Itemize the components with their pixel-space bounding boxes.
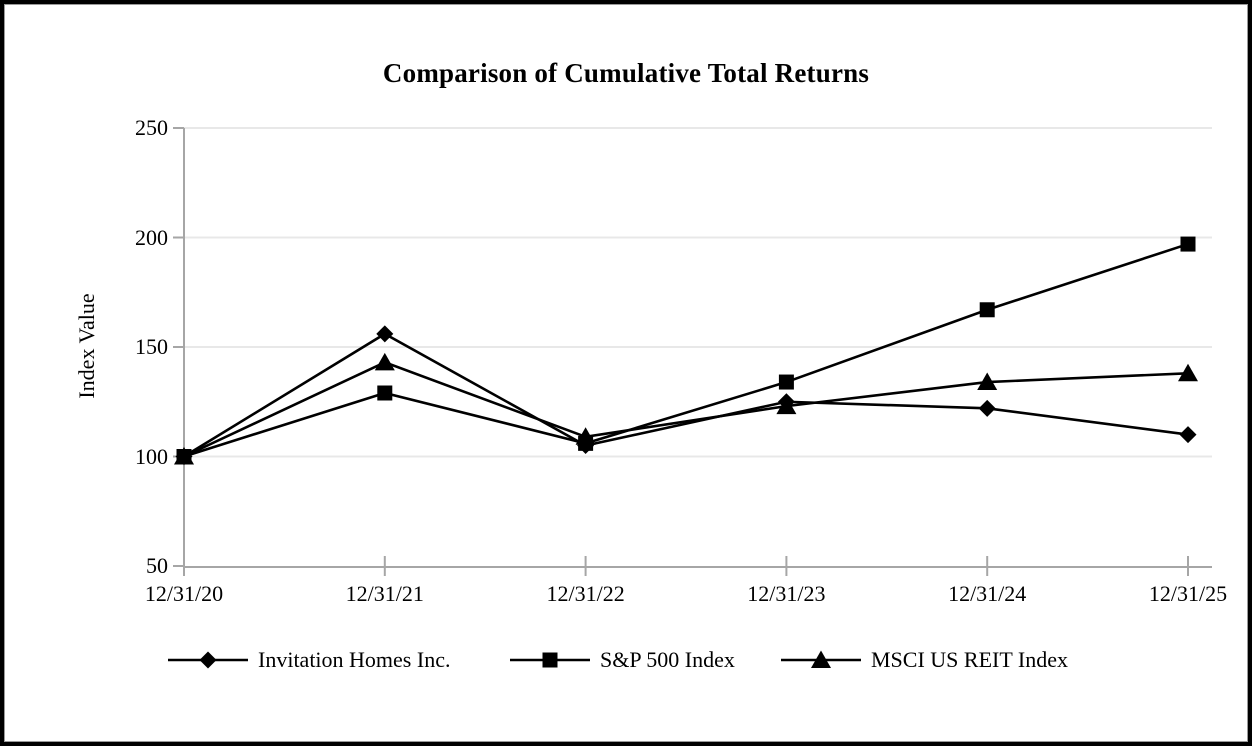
series-1-marker-square	[1180, 236, 1196, 252]
legend-item-1: S&P 500 Index	[510, 644, 735, 676]
series-line-2	[183, 360, 1189, 458]
x-tick-label: 12/31/23	[747, 581, 826, 606]
chart-title: Comparison of Cumulative Total Returns	[382, 58, 870, 88]
series-0-marker-diamond	[376, 325, 394, 343]
series-line-1	[183, 242, 1189, 458]
series-0-marker-diamond	[1179, 426, 1197, 444]
series-1-marker-square	[377, 385, 393, 401]
series-0-marker-diamond	[978, 399, 996, 417]
series-1-marker-square	[778, 374, 794, 390]
series-1-marker-square	[176, 449, 192, 464]
legend-marker-diamond-icon	[168, 651, 248, 669]
series-2-marker-triangle	[776, 396, 797, 415]
legend-marker-square-icon	[510, 652, 590, 668]
legend-item-0: Invitation Homes Inc.	[168, 644, 450, 676]
series-1-marker-square	[578, 435, 594, 451]
series-2-marker-triangle	[374, 352, 395, 371]
x-tick-label: 12/31/24	[948, 581, 1027, 606]
x-tick-label: 12/31/25	[1148, 581, 1228, 606]
legend-label: Invitation Homes Inc.	[258, 647, 451, 672]
y-tick-label: 50	[146, 553, 168, 578]
y-tick-label: 150	[135, 334, 168, 359]
x-tick-label: 12/31/21	[345, 581, 424, 606]
series-1-marker-square	[979, 302, 995, 318]
series-2-marker-triangle	[977, 372, 998, 391]
x-tick-label: 12/31/20	[144, 581, 224, 606]
legend-label: MSCI US REIT Index	[871, 647, 1068, 672]
legend-item-2: MSCI US REIT Index	[781, 644, 1068, 676]
y-tick-label: 200	[135, 224, 168, 250]
y-tick-label: 250	[135, 115, 168, 140]
series-line-0	[183, 332, 1189, 458]
series-2-marker-triangle	[1178, 363, 1198, 382]
y-tick-label: 100	[135, 443, 168, 469]
legend-marker-triangle-icon	[781, 650, 861, 668]
x-tick-label: 12/31/22	[546, 581, 625, 606]
legend-label: S&P 500 Index	[600, 647, 735, 672]
